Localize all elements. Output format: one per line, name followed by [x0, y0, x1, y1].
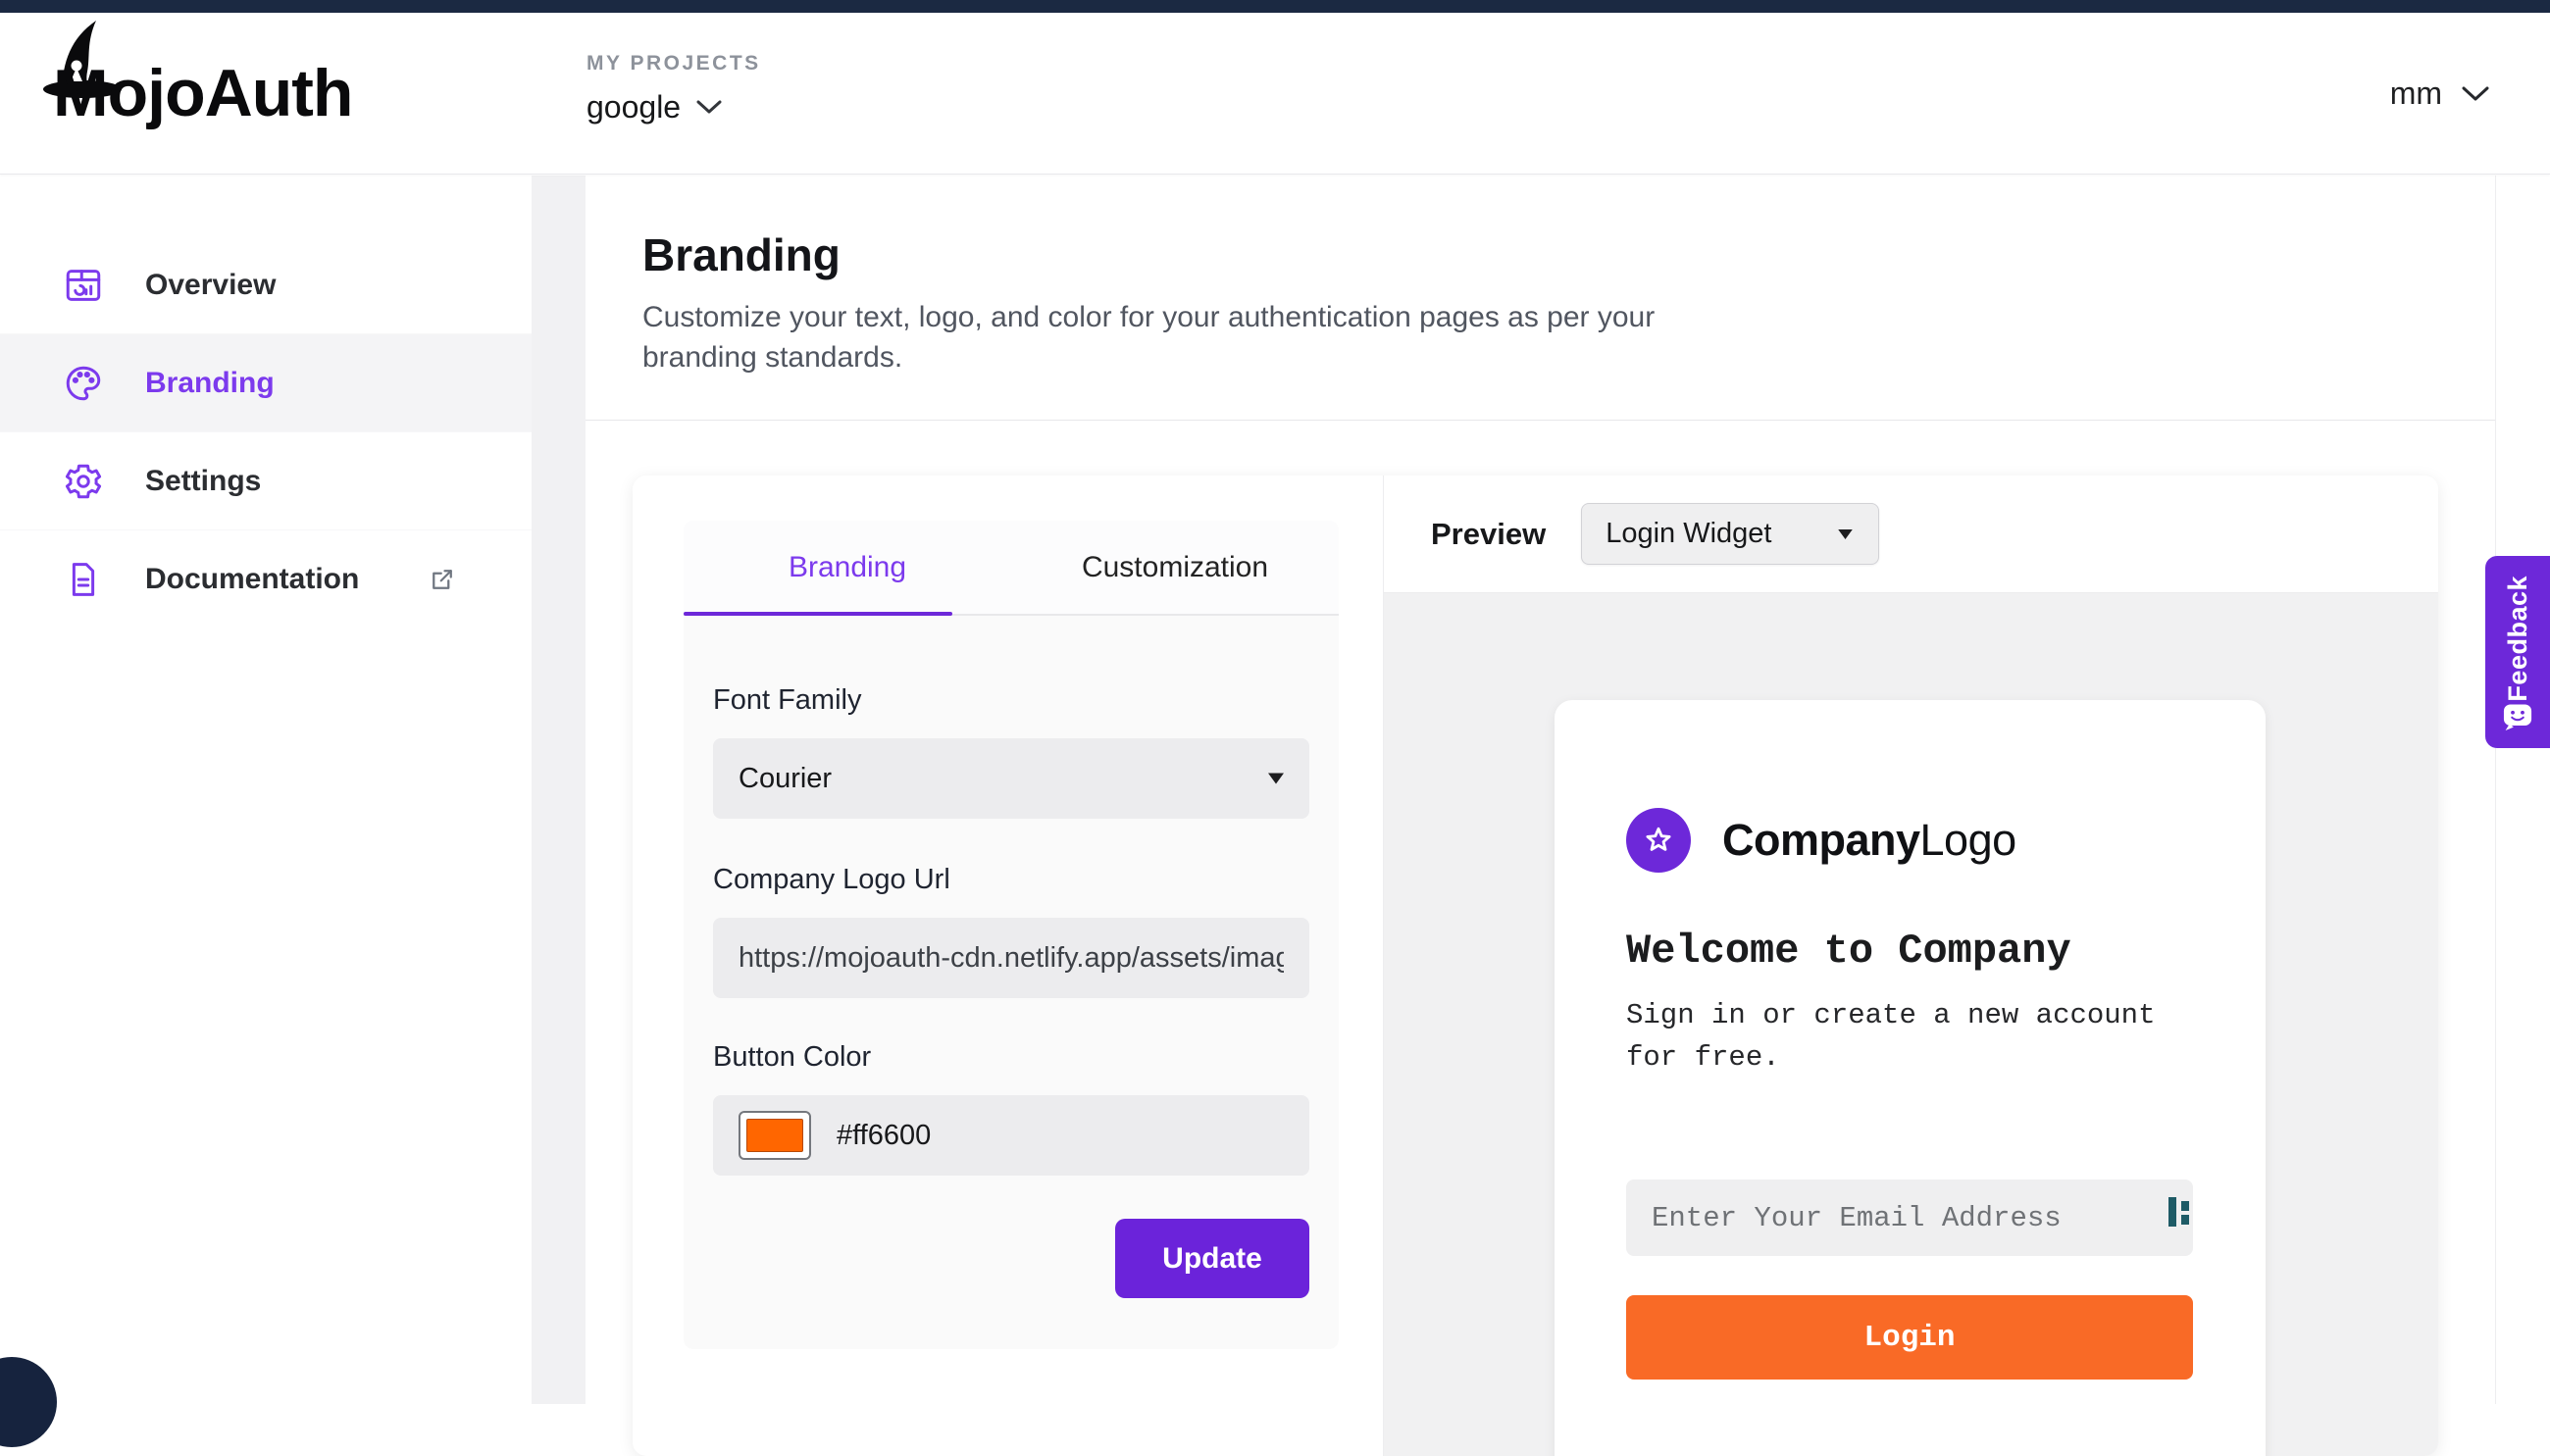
- company-logo-row: CompanyLogo: [1626, 808, 2016, 873]
- button-color-value: #ff6600: [837, 1120, 931, 1152]
- branding-card: Branding Customization Font Family Couri…: [633, 476, 2438, 1456]
- project-switcher: MY PROJECTS google: [586, 52, 761, 126]
- company-logo-badge: [1626, 808, 1691, 873]
- login-widget-preview: CompanyLogo Welcome to Company Sign in o…: [1555, 700, 2266, 1456]
- caret-down-icon: [1838, 529, 1853, 539]
- sidebar-item-settings[interactable]: Settings: [0, 432, 532, 530]
- button-color-label: Button Color: [713, 1041, 1309, 1074]
- color-swatch[interactable]: [739, 1111, 811, 1160]
- preview-header: Preview Login Widget: [1384, 476, 2438, 593]
- logo-url-input[interactable]: [713, 918, 1309, 998]
- widget-type-select[interactable]: Login Widget: [1581, 503, 1879, 565]
- preview-area: CompanyLogo Welcome to Company Sign in o…: [1384, 593, 2438, 1456]
- sidebar-item-documentation[interactable]: Documentation: [0, 530, 532, 628]
- sidebar-item-label: Overview: [145, 269, 276, 302]
- account-menu[interactable]: mm: [2390, 13, 2489, 175]
- sidebar-item-label: Documentation: [145, 563, 359, 596]
- external-link-icon: [428, 565, 457, 594]
- button-color-field[interactable]: #ff6600: [713, 1095, 1309, 1176]
- document-icon: [63, 559, 104, 600]
- logo-url-label: Company Logo Url: [713, 864, 1309, 896]
- font-family-label: Font Family: [713, 616, 1309, 717]
- tab-bar: Branding Customization: [684, 521, 1339, 616]
- sidebar-item-label: Branding: [145, 367, 275, 400]
- password-manager-icon[interactable]: [2168, 1195, 2191, 1229]
- page-header: Branding Customize your text, logo, and …: [586, 176, 2495, 421]
- caret-down-icon: [1268, 774, 1284, 784]
- tab-branding[interactable]: Branding: [684, 521, 1011, 614]
- sidebar-content-gap: [532, 176, 586, 1404]
- logo-wordmark: MojoAuth: [53, 60, 352, 126]
- preview-column: Preview Login Widget: [1384, 476, 2438, 1456]
- dashboard-icon: [63, 265, 104, 306]
- feedback-tab[interactable]: Feedback: [2485, 556, 2550, 748]
- account-label: mm: [2390, 75, 2442, 112]
- app-header: MojoAuth MY PROJECTS google mm: [0, 13, 2550, 175]
- right-margin: [2496, 176, 2550, 1404]
- preview-label: Preview: [1431, 517, 1546, 552]
- font-family-select[interactable]: Courier: [713, 738, 1309, 819]
- widget-type-value: Login Widget: [1606, 518, 1771, 550]
- gear-icon: [63, 461, 104, 502]
- star-icon: [1640, 822, 1677, 859]
- feedback-smiley-icon: [2498, 702, 2537, 732]
- chevron-down-icon: [2462, 86, 2489, 102]
- widget-heading: Welcome to Company: [1626, 928, 2071, 975]
- widget-subheading: Sign in or create a new account for free…: [1626, 994, 2195, 1079]
- branding-form: Font Family Courier Company Logo Url: [684, 616, 1339, 1298]
- login-button[interactable]: Login: [1626, 1295, 2193, 1380]
- top-navy-bar: [0, 0, 2550, 13]
- company-logo-text: CompanyLogo: [1722, 815, 2016, 866]
- feedback-label: Feedback: [2503, 576, 2533, 702]
- sidebar-item-branding[interactable]: Branding: [0, 334, 532, 432]
- email-input[interactable]: [1626, 1180, 2193, 1256]
- color-chip: [746, 1119, 803, 1152]
- project-dropdown[interactable]: google: [586, 89, 761, 126]
- font-family-value: Courier: [739, 763, 832, 795]
- sidebar-item-label: Settings: [145, 465, 261, 498]
- main-content: Branding Customize your text, logo, and …: [586, 176, 2496, 1404]
- my-projects-label: MY PROJECTS: [586, 52, 761, 75]
- tab-customization[interactable]: Customization: [1011, 521, 1339, 614]
- form-column: Branding Customization Font Family Couri…: [633, 476, 1384, 1456]
- sidebar: Overview Branding Settings: [0, 176, 532, 1404]
- chevron-down-icon: [696, 100, 722, 115]
- tab-container: Branding Customization Font Family Couri…: [684, 521, 1339, 1349]
- palette-icon: [63, 363, 104, 404]
- page-title: Branding: [642, 228, 2495, 281]
- sidebar-item-overview[interactable]: Overview: [0, 236, 532, 334]
- page-description: Customize your text, logo, and color for…: [642, 297, 1662, 377]
- project-name: google: [586, 89, 681, 126]
- update-button[interactable]: Update: [1115, 1219, 1309, 1298]
